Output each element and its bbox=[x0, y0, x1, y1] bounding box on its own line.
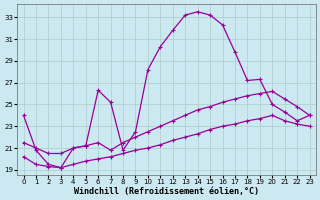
X-axis label: Windchill (Refroidissement éolien,°C): Windchill (Refroidissement éolien,°C) bbox=[74, 187, 259, 196]
